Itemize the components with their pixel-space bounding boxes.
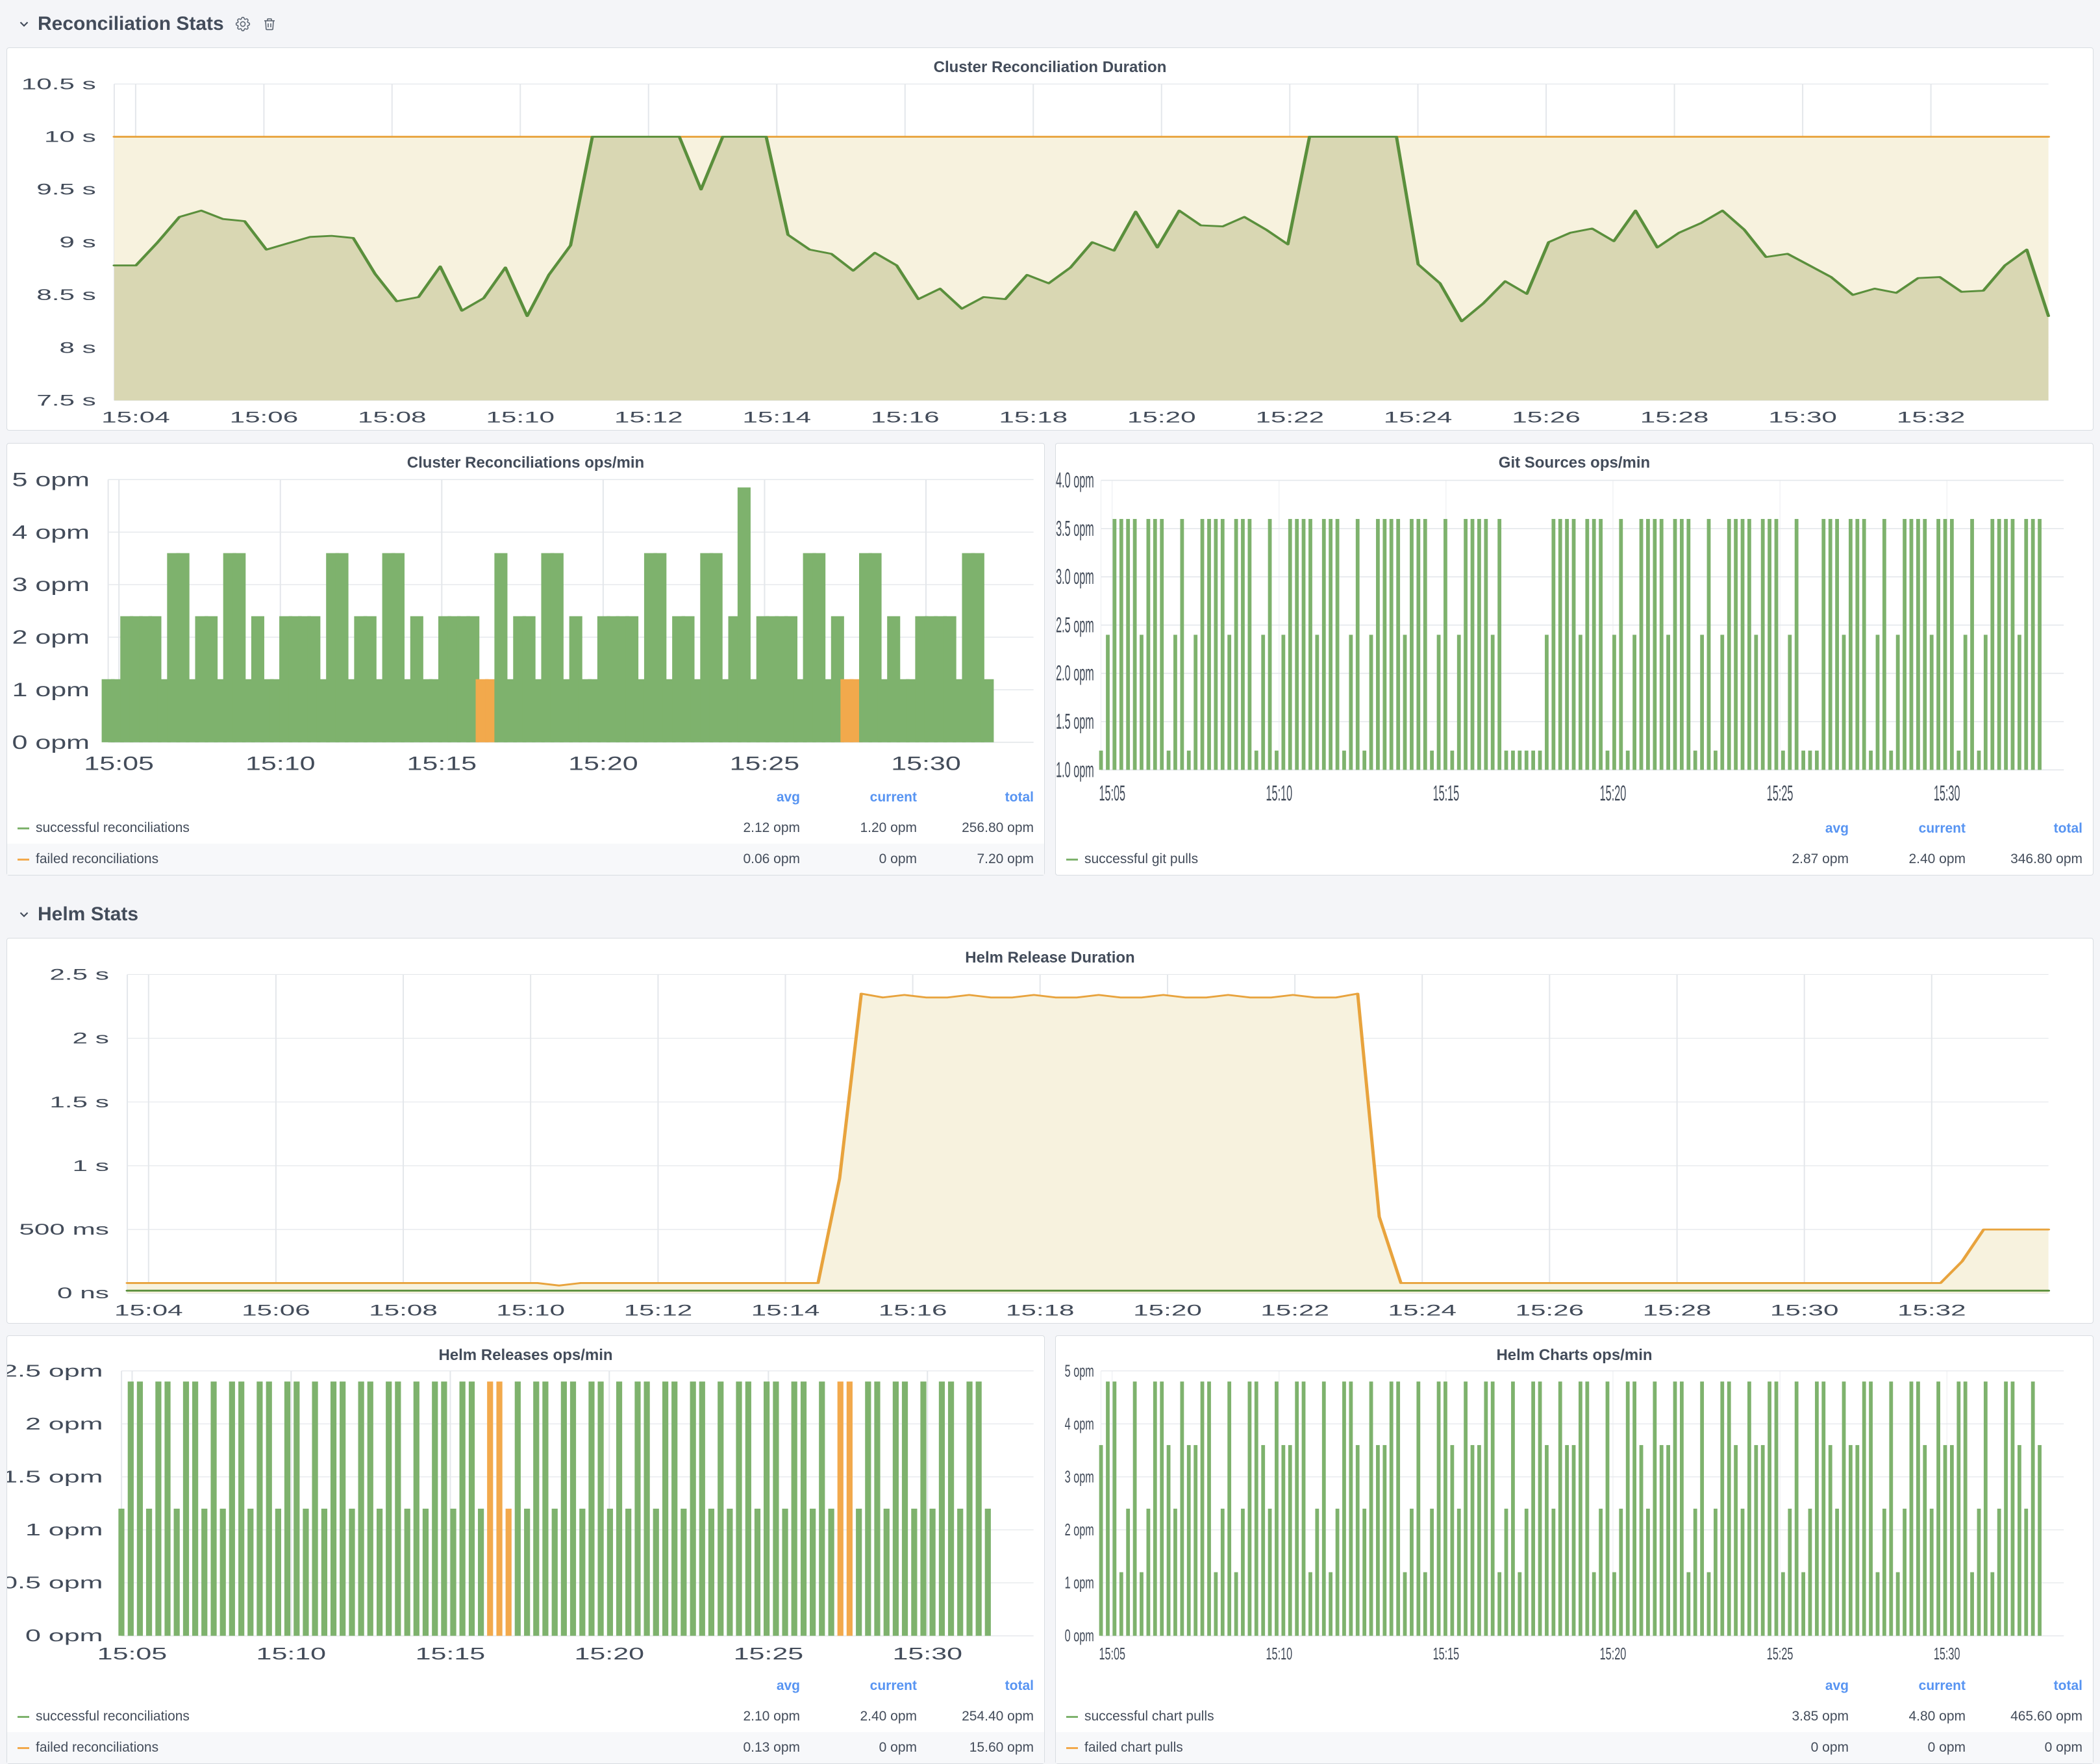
svg-text:15:06: 15:06 [242,1302,310,1320]
svg-text:15:05: 15:05 [1099,781,1125,805]
svg-text:1.5 s: 1.5 s [49,1094,109,1111]
svg-text:15:22: 15:22 [1260,1302,1329,1320]
svg-text:15:05: 15:05 [1099,1645,1125,1664]
svg-text:15:14: 15:14 [742,409,811,426]
svg-text:2.5 opm: 2.5 opm [7,1365,103,1380]
svg-text:15:15: 15:15 [416,1645,486,1663]
svg-text:1.5 opm: 1.5 opm [7,1468,103,1486]
svg-text:0.5 opm: 0.5 opm [7,1574,103,1592]
svg-text:15:20: 15:20 [1600,1645,1627,1664]
svg-text:1 s: 1 s [73,1157,109,1175]
svg-text:15:15: 15:15 [1433,1645,1460,1664]
svg-text:15:10: 15:10 [496,1302,565,1320]
svg-text:2.5 opm: 2.5 opm [1056,612,1094,637]
svg-text:15:32: 15:32 [1897,1302,1966,1320]
svg-text:3.5 opm: 3.5 opm [1056,516,1094,540]
svg-text:4.0 opm: 4.0 opm [1056,472,1094,492]
svg-text:15:10: 15:10 [486,409,555,426]
svg-text:2.5 s: 2.5 s [49,967,109,983]
svg-text:15:20: 15:20 [1600,781,1627,805]
svg-text:1 opm: 1 opm [1065,1574,1094,1593]
svg-text:15:26: 15:26 [1512,409,1581,426]
svg-text:15:05: 15:05 [84,752,154,774]
svg-text:9.5 s: 9.5 s [36,181,96,198]
svg-text:15:04: 15:04 [101,409,170,426]
svg-text:15:04: 15:04 [114,1302,183,1320]
svg-text:15:06: 15:06 [230,409,299,426]
svg-text:2 opm: 2 opm [12,626,89,648]
svg-text:15:25: 15:25 [1767,1645,1794,1664]
svg-text:15:20: 15:20 [1133,1302,1202,1320]
svg-text:15:25: 15:25 [734,1645,804,1663]
svg-text:15:15: 15:15 [407,752,477,774]
svg-text:15:32: 15:32 [1897,409,1966,426]
svg-text:15:28: 15:28 [1640,409,1709,426]
svg-text:9 s: 9 s [59,234,95,251]
svg-text:10 s: 10 s [44,129,96,145]
svg-text:1 opm: 1 opm [12,678,89,700]
svg-text:15:10: 15:10 [1266,1645,1293,1664]
svg-text:2 s: 2 s [73,1030,109,1048]
svg-text:15:25: 15:25 [730,752,800,774]
svg-text:1.5 opm: 1.5 opm [1056,709,1094,734]
svg-text:15:18: 15:18 [1006,1302,1075,1320]
svg-text:7.5 s: 7.5 s [36,392,96,409]
svg-text:15:12: 15:12 [624,1302,693,1320]
svg-text:15:22: 15:22 [1255,409,1324,426]
svg-text:0 opm: 0 opm [25,1627,103,1645]
svg-text:15:10: 15:10 [256,1645,327,1663]
svg-text:15:24: 15:24 [1388,1302,1456,1320]
svg-text:15:30: 15:30 [892,1645,962,1663]
svg-text:4 opm: 4 opm [12,521,89,543]
svg-text:15:05: 15:05 [97,1645,168,1663]
svg-text:15:20: 15:20 [575,1645,645,1663]
svg-text:10.5 s: 10.5 s [21,77,96,93]
svg-text:15:08: 15:08 [358,409,427,426]
svg-text:15:30: 15:30 [1934,1645,1960,1664]
svg-text:15:18: 15:18 [999,409,1068,426]
svg-text:15:25: 15:25 [1767,781,1794,805]
svg-text:0 opm: 0 opm [12,731,89,753]
svg-text:2 opm: 2 opm [25,1415,103,1433]
svg-text:0 ns: 0 ns [57,1285,109,1302]
svg-text:15:20: 15:20 [1127,409,1196,426]
svg-text:15:26: 15:26 [1515,1302,1584,1320]
svg-text:15:16: 15:16 [879,1302,947,1320]
svg-text:3 opm: 3 opm [12,573,89,596]
svg-text:15:30: 15:30 [1768,409,1837,426]
svg-text:500 ms: 500 ms [19,1221,108,1239]
svg-text:2.0 opm: 2.0 opm [1056,661,1094,685]
svg-text:1 opm: 1 opm [25,1521,103,1539]
svg-text:15:14: 15:14 [751,1302,820,1320]
svg-text:2 opm: 2 opm [1065,1520,1094,1539]
svg-text:15:08: 15:08 [369,1302,438,1320]
svg-text:5 opm: 5 opm [1065,1365,1094,1380]
svg-text:8.5 s: 8.5 s [36,286,96,303]
svg-text:8 s: 8 s [59,339,95,356]
svg-text:3.0 opm: 3.0 opm [1056,564,1094,589]
svg-text:15:12: 15:12 [614,409,683,426]
svg-text:5 opm: 5 opm [12,472,89,490]
svg-text:15:20: 15:20 [568,752,638,774]
svg-text:15:30: 15:30 [1770,1302,1839,1320]
svg-text:3 opm: 3 opm [1065,1468,1094,1487]
svg-text:15:30: 15:30 [1934,781,1960,805]
svg-text:15:28: 15:28 [1643,1302,1712,1320]
svg-text:15:16: 15:16 [871,409,940,426]
svg-text:15:30: 15:30 [891,752,961,774]
svg-text:4 opm: 4 opm [1065,1415,1094,1433]
svg-text:15:15: 15:15 [1433,781,1460,805]
svg-text:1.0 opm: 1.0 opm [1056,757,1094,782]
svg-text:15:10: 15:10 [245,752,316,774]
svg-text:0 opm: 0 opm [1065,1626,1094,1645]
svg-text:15:10: 15:10 [1266,781,1293,805]
svg-text:15:24: 15:24 [1384,409,1453,426]
